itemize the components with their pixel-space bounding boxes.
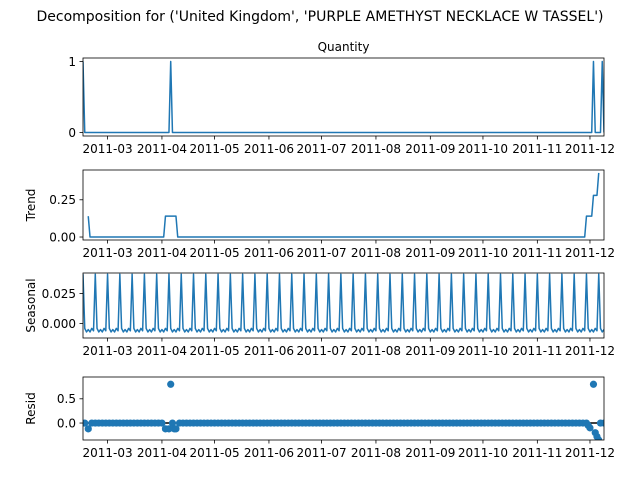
x-tick-label: 2011-06	[244, 446, 294, 460]
x-tick-label: 2011-05	[189, 142, 239, 156]
panel-seasonal: Seasonal 0.000 0.025 2011-03 2011-04 2011-05 2…	[24, 272, 615, 358]
y-tick-label: 0.5	[57, 392, 76, 406]
x-tick-label: 2011-03	[82, 446, 132, 460]
x-tick-label: 2011-06	[244, 246, 294, 260]
x-tick-label: 2011-12	[565, 246, 615, 260]
y-tick-label: 1	[68, 55, 76, 69]
x-tick-label: 2011-05	[189, 446, 239, 460]
x-tick-label: 2011-04	[137, 142, 187, 156]
plot-area	[87, 172, 600, 238]
x-tick-label: 2011-07	[297, 246, 347, 260]
resid-point	[586, 424, 594, 432]
resid-point	[84, 425, 92, 433]
x-tick-label: 2011-11	[512, 246, 562, 260]
y-tick-label: 0.25	[49, 193, 76, 207]
y-axis-label: Seasonal	[24, 278, 38, 332]
y-tick-label: 0	[68, 126, 76, 140]
x-tick-label: 2011-09	[405, 246, 455, 260]
x-tick-label: 2011-09	[405, 344, 455, 358]
plot-area	[83, 60, 604, 134]
resid-point	[165, 425, 173, 433]
resid-point	[83, 419, 89, 427]
plot-area	[83, 273, 604, 333]
x-tick-label: 2011-03	[82, 142, 132, 156]
x-tick-label: 2011-10	[458, 344, 508, 358]
resid-point	[172, 425, 180, 433]
x-tick-label: 2011-05	[189, 246, 239, 260]
panel-title: Quantity	[318, 40, 370, 54]
y-tick-label: 0.00	[49, 230, 76, 244]
x-tick-label: 2011-10	[458, 246, 508, 260]
x-tick-label: 2011-05	[189, 344, 239, 358]
x-tick-label: 2011-09	[405, 142, 455, 156]
y-tick-label: 0.025	[42, 287, 76, 301]
x-tick-label: 2011-12	[565, 344, 615, 358]
x-tick-label: 2011-03	[82, 344, 132, 358]
y-axis-label: Trend	[24, 189, 38, 223]
x-tick-label: 2011-08	[351, 142, 401, 156]
x-tick-label: 2011-06	[244, 344, 294, 358]
x-tick-label: 2011-09	[405, 446, 455, 460]
axes-frame	[82, 169, 605, 241]
resid-point	[600, 419, 604, 427]
x-tick-label: 2011-03	[82, 246, 132, 260]
x-tick-label: 2011-08	[351, 344, 401, 358]
x-tick-label: 2011-07	[297, 344, 347, 358]
resid-point	[589, 380, 598, 388]
x-tick-label: 2011-06	[244, 142, 294, 156]
x-tick-label: 2011-12	[565, 142, 615, 156]
x-tick-label: 2011-11	[512, 446, 562, 460]
series-line	[87, 172, 600, 238]
axes-frame	[82, 57, 605, 137]
x-tick-label: 2011-11	[512, 344, 562, 358]
series-line	[83, 273, 604, 333]
x-tick-label: 2011-10	[458, 446, 508, 460]
axes-frame	[82, 376, 605, 441]
x-tick-label: 2011-07	[297, 142, 347, 156]
x-tick-label: 2011-04	[137, 246, 187, 260]
y-tick-label: 0.0	[57, 416, 76, 430]
resid-point	[595, 436, 603, 440]
plot-area	[83, 380, 604, 440]
figure-suptitle: Decomposition for ('United Kingdom', 'PU…	[36, 9, 603, 25]
y-tick-label: 0.000	[42, 317, 76, 331]
y-axis-label: Resid	[24, 392, 38, 424]
resid-point	[158, 419, 166, 427]
resid-point	[167, 380, 175, 388]
x-tick-label: 2011-08	[351, 246, 401, 260]
x-tick-label: 2011-07	[297, 446, 347, 460]
x-tick-label: 2011-11	[512, 142, 562, 156]
resid-point	[168, 419, 177, 427]
x-tick-label: 2011-10	[458, 142, 508, 156]
series-line	[83, 60, 604, 134]
x-tick-label: 2011-12	[565, 446, 615, 460]
axes-frame	[82, 272, 605, 339]
panel-trend: Trend 0.00 0.25 2011-03 2011-04 2011-05 2011-0…	[24, 169, 615, 260]
x-tick-label: 2011-08	[351, 446, 401, 460]
x-tick-label: 2011-04	[137, 446, 187, 460]
x-tick-label: 2011-04	[137, 344, 187, 358]
